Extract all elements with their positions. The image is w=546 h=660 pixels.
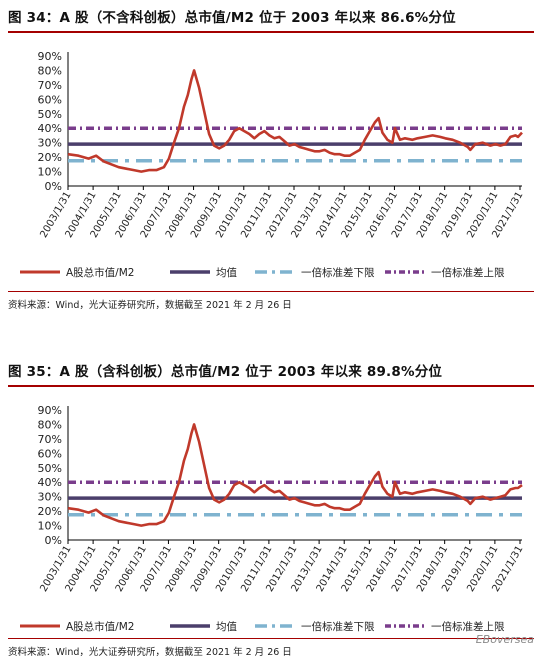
legend-market-cap-m2-label: A股总市值/M2 [66, 620, 134, 633]
series-market-cap-m2-line [67, 423, 523, 527]
y-tick-label: 50% [38, 462, 62, 475]
legend-market-cap-m2: A股总市值/M2 [20, 620, 134, 633]
legend-lower-band-label: 一倍标准差下限 [301, 266, 375, 279]
y-tick-label: 60% [38, 93, 62, 106]
legend-upper-band: 一倍标准差上限 [385, 620, 505, 633]
y-tick-label: 0% [45, 534, 62, 547]
legend-upper-band-label: 一倍标准差上限 [431, 266, 505, 279]
y-tick-label: 80% [38, 64, 62, 77]
source-note: 资料来源：Wind，光大证券研究所，数据截至 2021 年 2 月 26 日 [8, 638, 534, 658]
legend-mean: 均值 [170, 620, 237, 633]
legend-upper-band: 一倍标准差上限 [385, 266, 505, 279]
y-tick-label: 40% [38, 122, 62, 135]
chart-title: 图 35：A 股（含科创板）总市值/M2 位于 2003 年以来 89.8%分位 [8, 360, 534, 387]
line-chart-2: 0%10%20%30%40%50%60%70%80%90%2003/1/3120… [20, 404, 526, 633]
y-tick-label: 90% [38, 50, 62, 63]
y-tick-label: 70% [38, 79, 62, 92]
legend-lower-band-label: 一倍标准差下限 [301, 620, 375, 633]
y-tick-label: 10% [38, 520, 62, 533]
y-tick-label: 40% [38, 476, 62, 489]
legend-market-cap-m2-label: A股总市值/M2 [66, 266, 134, 279]
chart-panel-2: 图 35：A 股（含科创板）总市值/M2 位于 2003 年以来 89.8%分位… [0, 354, 546, 660]
line-chart-1: 0%10%20%30%40%50%60%70%80%90%2003/1/3120… [20, 50, 526, 279]
y-tick-label: 30% [38, 137, 62, 150]
legend-lower-band: 一倍标准差下限 [255, 266, 375, 279]
chart-title: 图 34：A 股（不含科创板）总市值/M2 位于 2003 年以来 86.6%分… [8, 6, 534, 33]
chart-panel-1: 图 34：A 股（不含科创板）总市值/M2 位于 2003 年以来 86.6%分… [8, 6, 534, 311]
y-tick-label: 30% [38, 491, 62, 504]
legend-lower-band: 一倍标准差下限 [255, 620, 375, 633]
y-tick-label: 70% [38, 433, 62, 446]
legend-mean-label: 均值 [216, 266, 237, 279]
y-tick-label: 90% [38, 404, 62, 417]
watermark-text: EBoversea [475, 633, 534, 646]
y-tick-label: 10% [38, 166, 62, 179]
y-tick-label: 0% [45, 180, 62, 193]
y-tick-label: 60% [38, 447, 62, 460]
y-tick-label: 50% [38, 108, 62, 121]
y-tick-label: 20% [38, 505, 62, 518]
legend-mean: 均值 [170, 266, 237, 279]
y-tick-label: 20% [38, 151, 62, 164]
legend-upper-band-label: 一倍标准差上限 [431, 620, 505, 633]
legend-mean-label: 均值 [216, 620, 237, 633]
series-market-cap-m2-line [67, 69, 523, 173]
legend-market-cap-m2: A股总市值/M2 [20, 266, 134, 279]
source-note: 资料来源：Wind，光大证券研究所，数据截至 2021 年 2 月 26 日 [8, 291, 534, 311]
y-tick-label: 80% [38, 418, 62, 431]
